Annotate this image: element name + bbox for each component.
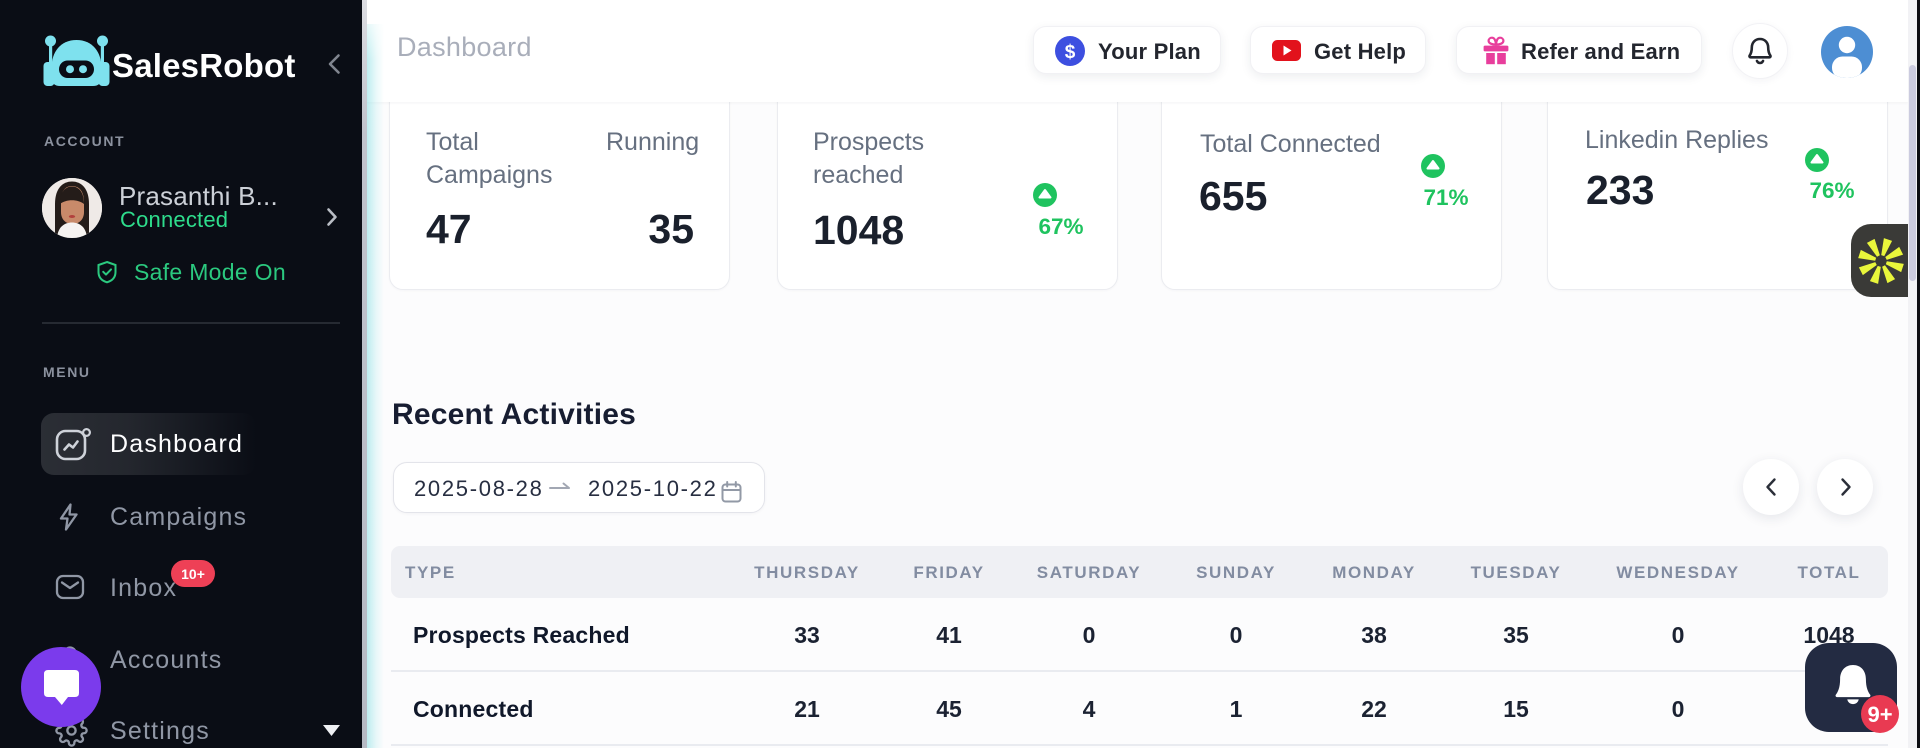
svg-text:$: $	[1065, 42, 1076, 63]
